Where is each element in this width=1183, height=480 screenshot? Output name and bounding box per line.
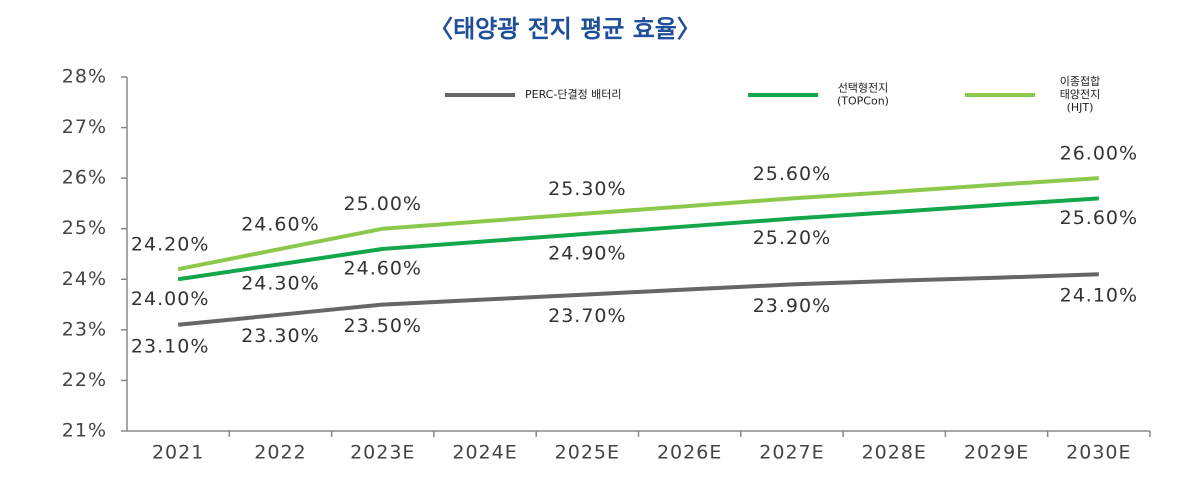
y-tick-label: 25%	[62, 217, 107, 239]
data-label: 24.60%	[241, 213, 319, 235]
x-tick-label: 2026E	[657, 442, 722, 464]
data-label: 24.20%	[131, 234, 209, 256]
series-line	[177, 196, 1099, 282]
y-tick-label: 21%	[62, 420, 107, 442]
x-tick-label: 2023E	[350, 442, 415, 464]
y-tick-label: 24%	[62, 268, 107, 290]
y-tick-label: 23%	[62, 318, 107, 340]
data-label: 24.00%	[131, 288, 209, 310]
data-label: 26.00%	[1060, 143, 1138, 165]
x-tick-label: 2021	[152, 442, 204, 464]
x-tick-label: 2024E	[452, 442, 517, 464]
series-line	[177, 272, 1099, 327]
data-label: 25.00%	[344, 193, 422, 215]
x-tick-label: 2027E	[759, 442, 824, 464]
y-tick-label: 27%	[62, 116, 107, 138]
data-label: 25.60%	[1060, 207, 1138, 229]
legend-label: PERC-단결정 배터리	[525, 88, 622, 101]
series-line	[177, 176, 1099, 272]
data-label: 24.90%	[548, 242, 626, 264]
data-label: 23.30%	[241, 325, 319, 347]
data-label: 23.70%	[548, 305, 626, 327]
legend-label: 선택형전지 (TOPCon)	[837, 82, 889, 108]
data-label: 24.60%	[344, 257, 422, 279]
y-tick-label: 26%	[62, 167, 107, 189]
y-tick-label: 22%	[62, 369, 107, 391]
data-label: 23.10%	[131, 335, 209, 357]
data-label: 23.50%	[344, 315, 422, 337]
data-label: 24.30%	[241, 273, 319, 295]
data-label: 25.30%	[548, 178, 626, 200]
x-tick-label: 2030E	[1066, 442, 1131, 464]
x-tick-label: 2029E	[964, 442, 1029, 464]
x-tick-label: 2025E	[555, 442, 620, 464]
data-label: 25.20%	[753, 227, 831, 249]
data-label: 25.60%	[753, 163, 831, 185]
chart-title: 〈태양광 전지 평균 효율〉	[429, 15, 701, 43]
x-tick-label: 2022	[254, 442, 306, 464]
data-label: 24.10%	[1060, 285, 1138, 307]
legend-label: 이종접합 태양전지 (HJT)	[1060, 75, 1100, 114]
y-tick-label: 28%	[62, 66, 107, 88]
data-label: 23.90%	[753, 295, 831, 317]
x-tick-label: 2028E	[862, 442, 927, 464]
